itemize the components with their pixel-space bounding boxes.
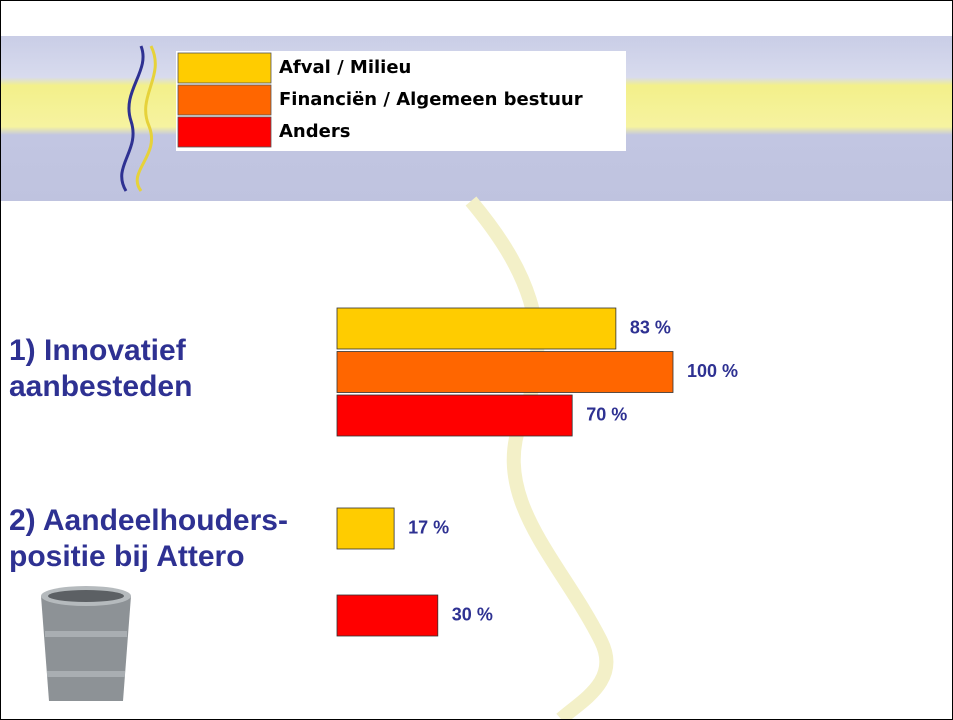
value-label: 83 % (630, 317, 671, 337)
value-label: 70 % (586, 404, 627, 424)
bucket (41, 586, 131, 701)
slide: Afval / Milieu Financiën / Algemeen bestu… (0, 0, 953, 720)
category-label: 2) Aandeelhouders-positie bij Attero (9, 503, 339, 575)
value-label: 100 % (687, 361, 738, 381)
watermark (471, 201, 606, 719)
bar (337, 352, 673, 393)
legend-swatch (178, 53, 271, 83)
category-label: 1) Innovatief aanbesteden (9, 333, 249, 405)
bar (337, 308, 616, 349)
bar (337, 595, 438, 636)
value-label: 30 % (452, 604, 493, 624)
value-label: 17 % (408, 517, 449, 537)
legend-swatch (178, 85, 271, 115)
legend-label: Financiën / Algemeen bestuur (279, 89, 583, 110)
legend-label: Afval / Milieu (279, 57, 411, 78)
bar (337, 508, 394, 549)
legend-label: Anders (279, 121, 350, 142)
bar (337, 395, 572, 436)
legend-swatch (178, 117, 271, 147)
